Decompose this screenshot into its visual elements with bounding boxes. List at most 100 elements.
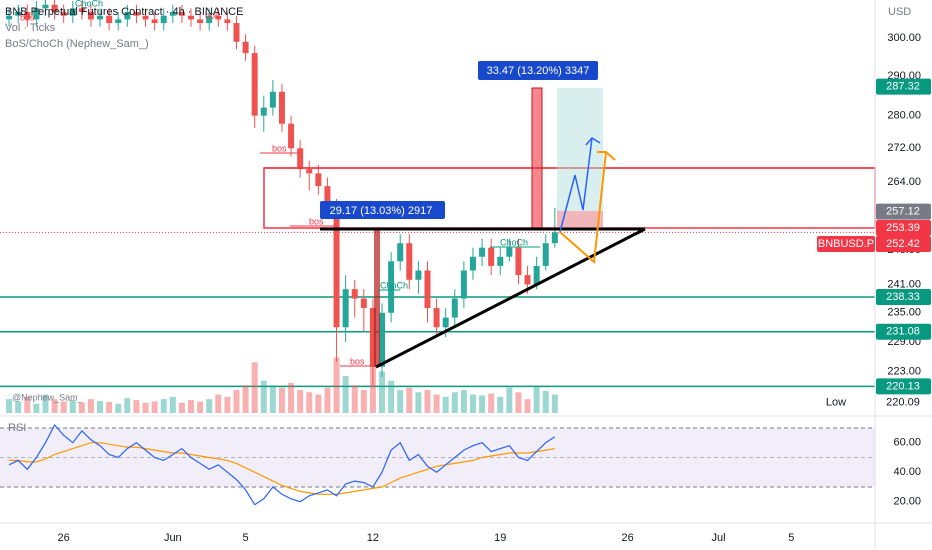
volume-bar: [133, 400, 140, 413]
volume-bar: [242, 385, 249, 413]
candle-body: [115, 19, 122, 24]
price-badge-label: 220.13: [886, 380, 920, 392]
price-badge: [876, 203, 931, 220]
x-tick-label: 26: [58, 532, 70, 544]
volume-bar: [260, 380, 267, 413]
candle-body: [260, 107, 267, 116]
volume-bar: [97, 401, 104, 413]
candle-body: [415, 270, 422, 280]
currency: USD: [888, 6, 911, 18]
volume-bar: [69, 400, 76, 413]
volume-bar: [42, 394, 49, 413]
candle-body: [388, 261, 395, 313]
candle-body: [306, 169, 313, 174]
volume-bar: [178, 402, 185, 413]
x-tick-label: 19: [494, 532, 506, 544]
price-badge-label: 252.42: [886, 238, 920, 250]
y-tick-label: 235.00: [887, 307, 921, 319]
candle-body: [151, 19, 158, 24]
volume-bar: [251, 362, 258, 413]
candle-body: [551, 232, 558, 244]
volume-bar: [551, 394, 558, 413]
volume-bar: [406, 387, 413, 413]
volume-bar: [451, 392, 458, 413]
candle-body: [488, 247, 495, 266]
volume-bar: [142, 402, 149, 413]
candle-body: [288, 123, 295, 149]
rsi-tick-label: 20.00: [893, 496, 921, 508]
candle-body: [42, 4, 49, 9]
candle-body: [169, 12, 176, 16]
structure-label: ChoCh: [500, 237, 528, 247]
watermark: @Nephew_Sam_: [12, 392, 84, 402]
volume-bar: [433, 394, 440, 413]
candle-body: [406, 243, 413, 280]
volume-bar: [533, 385, 540, 413]
volume-bar: [379, 371, 386, 413]
price-badge-label: 238.33: [886, 291, 920, 303]
candle-body: [142, 15, 149, 20]
candle-body: [397, 243, 404, 262]
target-box: [557, 88, 603, 228]
rsi-line: [8, 423, 556, 506]
candle-body: [460, 270, 467, 299]
candle-body: [324, 186, 331, 208]
price-badge-label: 253.39: [886, 222, 920, 234]
x-tick-label: 5: [243, 532, 249, 544]
volume-bar: [324, 387, 331, 413]
symbol-badge: [817, 236, 875, 253]
price-badge-label: 231.08: [886, 326, 920, 338]
price-badge: [876, 288, 931, 305]
volume-bar: [524, 399, 531, 413]
volume-bar: [60, 401, 67, 413]
candle-body: [206, 15, 213, 24]
candle-body: [479, 247, 486, 257]
candle-body: [360, 298, 367, 309]
volume-bar: [415, 392, 422, 413]
volume-bar: [33, 403, 40, 413]
volume-bar: [288, 383, 295, 413]
volume-bar: [115, 403, 122, 413]
candle-body: [24, 12, 31, 20]
volume-bar: [442, 396, 449, 413]
volume-bar: [506, 387, 513, 413]
volume-bar: [515, 392, 522, 413]
x-tick-label: Jul: [712, 532, 726, 544]
volume-bar: [460, 389, 467, 413]
price-badge: [876, 378, 931, 395]
volume-bar: [306, 392, 313, 413]
measure-bar: [374, 229, 380, 367]
candle-body: [233, 23, 240, 42]
candle-body: [78, 8, 85, 13]
y-tick-label: 272.00: [887, 142, 921, 154]
arrow-head: [597, 151, 616, 161]
rsi-tick-label: 60.00: [893, 437, 921, 449]
candle-body: [451, 298, 458, 318]
candle-body: [251, 53, 258, 116]
price-badge: [876, 323, 931, 340]
volume-bar: [224, 396, 231, 413]
low-label: Low: [826, 396, 846, 408]
x-tick-label: 12: [367, 532, 379, 544]
candle-body: [297, 148, 304, 170]
candle-body: [442, 317, 449, 328]
candle-body: [124, 12, 131, 20]
price-pane: [0, 0, 875, 413]
measure-box: [320, 201, 445, 219]
volume-bar: [497, 396, 504, 413]
price-badge: [876, 220, 931, 237]
candle-body: [351, 289, 358, 299]
candle-body: [269, 91, 276, 108]
candle-body: [515, 247, 522, 276]
volume-bar: [388, 380, 395, 413]
candle-body: [433, 308, 440, 328]
volume-bar: [6, 399, 13, 413]
volume-bar: [297, 389, 304, 413]
volume-bar: [469, 394, 476, 413]
measure-label: 29.17 (13.03%) 2917: [330, 205, 433, 217]
y-tick-label: 241.00: [887, 278, 921, 290]
projection-up: [559, 137, 593, 233]
volume-bar: [342, 376, 349, 413]
candle-body: [178, 12, 185, 16]
